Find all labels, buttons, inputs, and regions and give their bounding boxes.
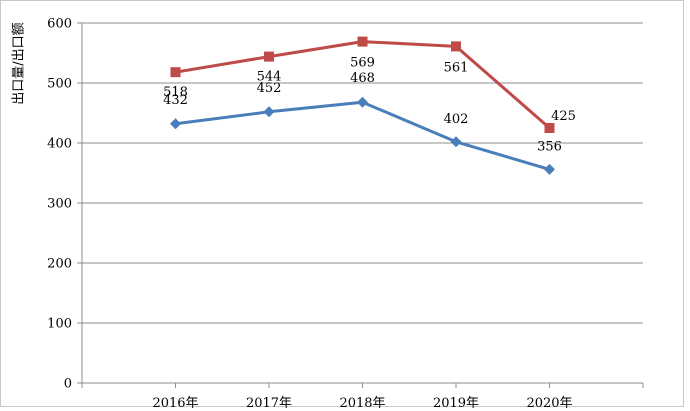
x-tick-label: 2016年 [152,396,198,408]
data-label: 425 [551,109,576,124]
y-tick-label: 100 [47,317,72,332]
y-tick-label: 0 [64,377,72,392]
data-label: 356 [537,139,562,154]
series-1-point [357,36,368,47]
y-tick-label: 300 [47,197,72,212]
y-tick-label: 600 [47,17,72,32]
data-label: 468 [350,71,375,86]
series-2-point [544,163,555,175]
x-tick-label: 2020年 [526,396,572,408]
data-label: 518 [163,85,188,100]
y-tick-label: 400 [47,137,72,152]
series-2-point [450,136,462,148]
series-2-point [357,96,368,108]
x-tick-label: 2019年 [433,396,479,408]
data-label: 402 [444,112,469,127]
axes [77,22,644,388]
data-label: 432 [163,93,188,108]
data-label: 544 [257,70,282,85]
y-tick-labels: 0 100 200 300 400 500 600 [47,17,72,392]
series-layer [170,36,555,175]
data-label: 561 [444,60,469,75]
series-1-point [264,51,274,62]
y-axis-label: 出口量/出口额 [11,21,27,105]
x-tick-labels: 2016年 2017年 2018年 2019年 2020年 [152,396,572,408]
x-tick-label: 2017年 [246,396,292,408]
series-2-line [175,100,550,171]
x-tick-label: 2018年 [339,396,385,408]
y-tick-label: 500 [47,77,72,92]
series-1-point [170,67,181,78]
data-labels: 518 544 569 561 425 432 452 468 402 356 [163,56,576,155]
data-label: 452 [257,81,282,96]
series-2-point [263,106,275,118]
data-label: 569 [350,56,375,71]
series-1-point [544,123,555,133]
series-2-point [170,118,181,130]
grid-lines [82,22,643,324]
y-tick-label: 200 [47,257,72,272]
series-1-point [451,41,461,52]
